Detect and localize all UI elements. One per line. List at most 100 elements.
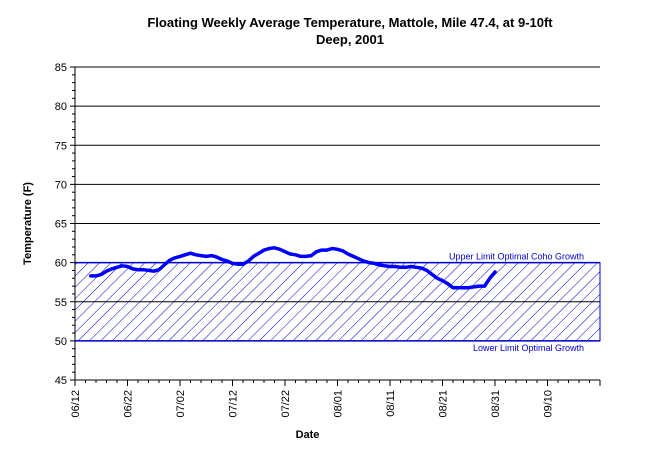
data-point-39 — [295, 254, 296, 256]
data-point-46 — [331, 248, 333, 250]
data-point-77 — [494, 271, 496, 273]
data-point-69 — [452, 287, 454, 289]
x-tick-label-06-12: 06/12 — [70, 390, 82, 418]
data-point-12 — [153, 270, 155, 272]
y-tick-label-50: 50 — [55, 336, 67, 348]
x-tick-label-06-22: 06/22 — [123, 390, 135, 418]
data-point-63 — [421, 267, 422, 269]
y-tick-label-60: 60 — [55, 258, 67, 270]
y-tick-label-45: 45 — [55, 375, 67, 387]
data-point-13 — [158, 269, 160, 271]
chart-title-line1: Floating Weekly Average Temperature, Mat… — [147, 15, 553, 30]
y-tick-label-55: 55 — [55, 297, 67, 309]
data-point-30 — [247, 260, 249, 262]
data-point-14 — [163, 264, 165, 266]
data-point-41 — [305, 255, 307, 257]
y-tick-label-85: 85 — [55, 62, 67, 74]
data-point-76 — [489, 277, 491, 279]
data-point-73 — [473, 286, 475, 288]
data-point-20 — [195, 254, 197, 256]
x-tick-label-07-12: 07/12 — [228, 390, 240, 418]
data-point-57 — [389, 266, 391, 268]
y-axis-title: Temperature (F) — [22, 182, 34, 265]
data-point-62 — [415, 266, 417, 268]
data-point-6 — [121, 265, 123, 267]
data-point-15 — [169, 259, 170, 261]
data-point-50 — [352, 255, 354, 257]
data-point-22 — [205, 255, 207, 257]
data-point-38 — [289, 253, 291, 255]
data-point-64 — [426, 269, 428, 271]
data-point-70 — [457, 287, 459, 289]
data-point-36 — [279, 248, 281, 250]
x-tick-label-09-10: 09/10 — [543, 390, 555, 418]
data-point-44 — [321, 249, 323, 251]
data-point-60 — [405, 266, 407, 268]
data-point-19 — [190, 252, 191, 254]
band-lower-label: Lower Limit Optimal Growth — [473, 343, 584, 353]
data-point-68 — [447, 283, 449, 285]
data-point-37 — [284, 251, 286, 253]
data-point-75 — [484, 285, 485, 287]
data-point-40 — [300, 255, 302, 257]
x-tick-label-07-02: 07/02 — [175, 390, 187, 418]
data-point-17 — [179, 255, 181, 257]
y-tick-label-75: 75 — [55, 140, 67, 152]
series-layer — [89, 246, 497, 290]
data-point-8 — [132, 268, 134, 270]
data-point-18 — [184, 254, 186, 256]
data-point-52 — [363, 260, 365, 262]
data-point-45 — [326, 249, 328, 251]
data-point-48 — [342, 250, 344, 252]
y-tick-label-80: 80 — [55, 101, 67, 113]
data-point-33 — [263, 249, 265, 251]
data-point-27 — [232, 262, 233, 264]
data-point-35 — [274, 247, 275, 249]
data-point-21 — [200, 255, 202, 257]
y-tick-label-65: 65 — [55, 219, 67, 231]
data-point-67 — [442, 280, 443, 282]
data-point-32 — [258, 252, 260, 254]
data-point-25 — [221, 258, 223, 260]
data-point-9 — [137, 269, 139, 271]
data-point-24 — [216, 256, 218, 258]
data-point-34 — [268, 248, 270, 250]
data-point-0 — [90, 275, 92, 277]
data-point-61 — [410, 266, 412, 268]
data-point-43 — [316, 251, 317, 253]
data-point-72 — [468, 287, 470, 289]
data-point-10 — [142, 269, 144, 271]
data-point-54 — [373, 262, 375, 264]
data-point-7 — [127, 266, 128, 268]
data-point-51 — [358, 258, 359, 260]
data-point-65 — [431, 273, 433, 275]
data-point-11 — [148, 269, 149, 271]
data-point-1 — [95, 275, 97, 277]
data-point-5 — [116, 266, 118, 268]
data-point-29 — [242, 263, 244, 265]
y-tick-label-70: 70 — [55, 179, 67, 191]
data-point-3 — [106, 270, 107, 272]
data-point-59 — [400, 266, 401, 268]
chart-title-line2: Deep, 2001 — [316, 32, 384, 47]
data-point-42 — [310, 255, 312, 257]
series-line-0 — [89, 246, 497, 290]
data-point-4 — [111, 268, 113, 270]
data-point-16 — [174, 257, 176, 259]
data-point-53 — [368, 262, 370, 264]
data-point-71 — [463, 287, 464, 289]
data-point-74 — [478, 285, 480, 287]
data-point-31 — [253, 255, 254, 257]
x-tick-label-07-22: 07/22 — [280, 390, 292, 418]
data-point-47 — [337, 248, 338, 250]
data-point-58 — [394, 266, 396, 268]
chart-title: Floating Weekly Average Temperature, Mat… — [60, 14, 640, 48]
data-point-56 — [384, 265, 386, 267]
x-axis-title: Date — [296, 429, 320, 441]
band-upper-label: Upper Limit Optimal Coho Growth — [449, 252, 584, 262]
data-point-26 — [226, 260, 228, 262]
x-tick-label-08-01: 08/01 — [333, 390, 345, 418]
data-point-49 — [347, 253, 349, 255]
data-point-28 — [237, 263, 239, 265]
